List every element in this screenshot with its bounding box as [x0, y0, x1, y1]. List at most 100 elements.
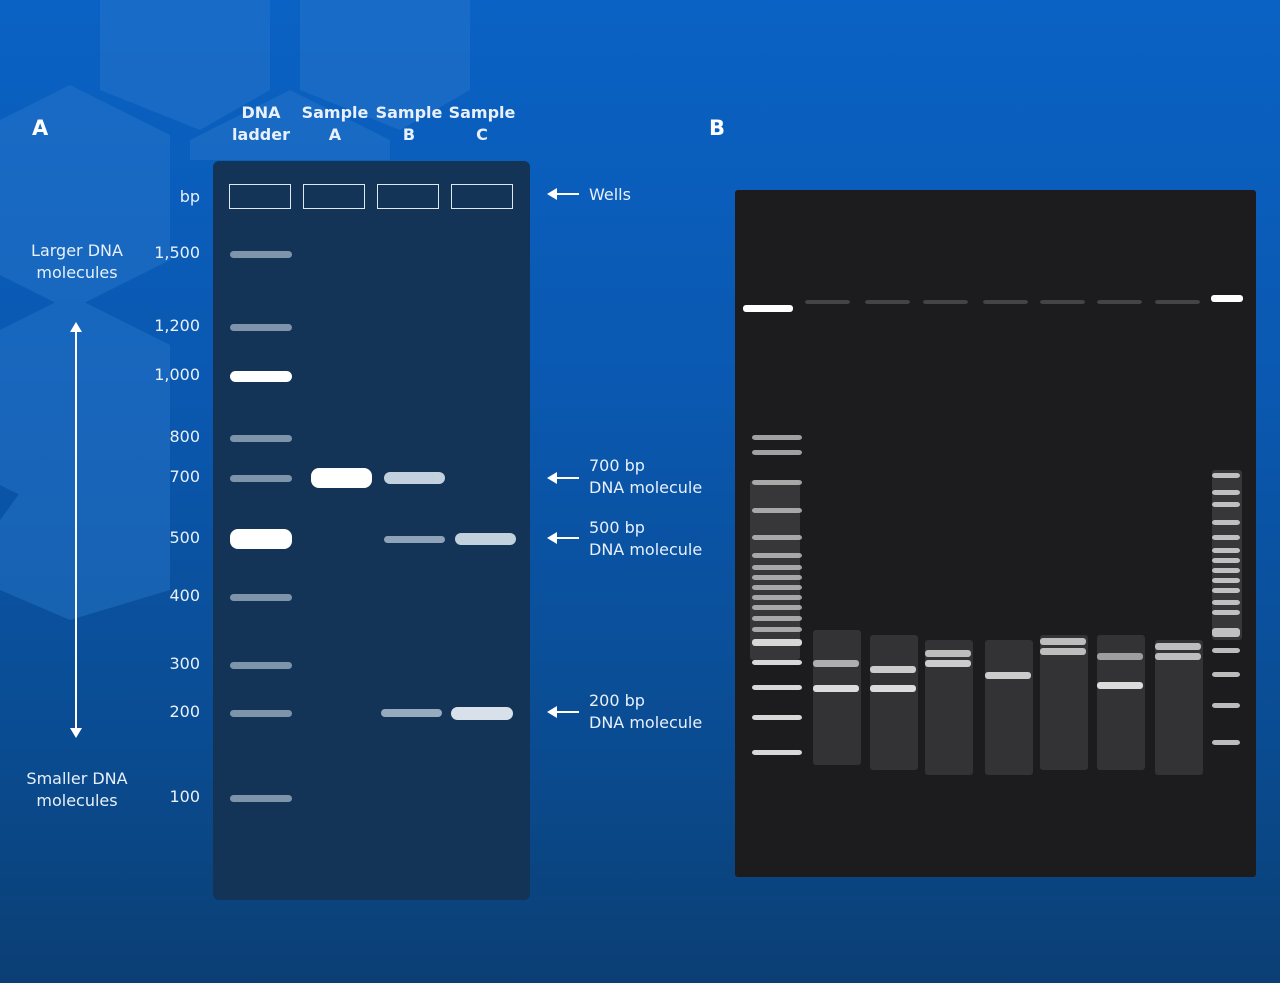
ladder-band	[752, 435, 802, 440]
well-sample-a	[303, 184, 365, 209]
wells-annotation: Wells	[589, 185, 631, 204]
ladder-band	[1212, 672, 1240, 677]
ladder-band	[230, 661, 292, 669]
sample-c-band	[451, 706, 513, 720]
ladder-band	[1212, 535, 1240, 540]
size-label: 400	[169, 586, 200, 605]
gel-well	[743, 305, 793, 312]
sample-band	[813, 685, 859, 692]
ladder-band	[230, 529, 292, 549]
gel-well	[1155, 300, 1200, 304]
size-label: 800	[169, 427, 200, 446]
ladder-band	[230, 434, 292, 442]
ladder-band	[752, 535, 802, 540]
panel-a-label: A	[32, 116, 49, 140]
panel-b-label: B	[709, 116, 726, 140]
ladder-band	[1212, 568, 1240, 573]
arrow-left-icon	[547, 532, 579, 544]
sample-band	[813, 660, 859, 667]
ladder-band	[752, 639, 802, 646]
lane-smear	[870, 635, 918, 770]
ladder-band	[230, 593, 292, 601]
sample-b-band	[384, 535, 445, 543]
sample-c-band	[455, 533, 516, 545]
ladder-band	[230, 323, 292, 331]
ladder-band	[1212, 648, 1240, 653]
gel-well	[805, 300, 850, 304]
ladder-band	[1212, 490, 1240, 495]
sample-band	[1040, 648, 1086, 655]
ladder-band	[1212, 558, 1240, 563]
sample-b-band	[384, 472, 445, 484]
ladder-band	[230, 474, 292, 482]
lane-smear	[925, 640, 973, 775]
ladder-band	[752, 450, 802, 455]
size-label: 1,500	[154, 243, 200, 262]
ladder-band	[1212, 703, 1240, 708]
lane-header-ladder: DNA ladder	[232, 103, 290, 144]
gel-well	[923, 300, 968, 304]
ladder-band	[1212, 628, 1240, 637]
lane-header-sample-a: Sample A	[301, 103, 369, 144]
ladder-band	[752, 508, 802, 513]
arrow-left-icon	[547, 472, 579, 484]
ladder-band	[230, 794, 292, 802]
larger-dna-label: Larger DNA molecules	[31, 241, 123, 282]
well-sample-b	[377, 184, 439, 209]
gel-well	[1211, 295, 1243, 302]
sample-band	[1155, 643, 1201, 650]
size-label: 700	[169, 467, 200, 486]
ladder-band	[1212, 588, 1240, 593]
ladder-band	[752, 660, 802, 665]
ladder-smear	[1212, 470, 1242, 640]
sample-band	[870, 666, 916, 673]
size-label: 100	[169, 787, 200, 806]
gel-well	[983, 300, 1028, 304]
ladder-band	[752, 715, 802, 720]
size-label: 1,200	[154, 316, 200, 335]
sample-band	[1097, 653, 1143, 660]
gel-photograph	[735, 190, 1256, 877]
annotation-700bp: 700 bp DNA molecule	[589, 456, 703, 497]
ladder-band	[752, 575, 802, 580]
ladder-band	[752, 685, 802, 690]
gel-well	[1097, 300, 1142, 304]
ladder-band	[752, 605, 802, 610]
ladder-band	[1212, 740, 1240, 745]
ladder-band	[752, 616, 802, 621]
unit-label: bp	[179, 187, 200, 206]
sample-band	[1040, 638, 1086, 645]
ladder-band	[1212, 610, 1240, 615]
ladder-band	[230, 709, 292, 717]
sample-band	[1155, 653, 1201, 660]
lane-smear	[985, 640, 1033, 775]
ladder-band	[230, 370, 292, 382]
ladder-band	[752, 595, 802, 600]
sample-band	[985, 672, 1031, 679]
ladder-band	[752, 627, 802, 632]
ladder-band	[1212, 473, 1240, 478]
ladder-band	[1212, 502, 1240, 507]
lane-header-sample-c: Sample C	[448, 103, 516, 144]
arrow-left-icon	[547, 188, 579, 200]
ladder-band	[752, 480, 802, 485]
sample-b-band	[381, 709, 442, 717]
ladder-band	[1212, 600, 1240, 605]
well-sample-c	[451, 184, 513, 209]
size-label: 1,000	[154, 365, 200, 384]
gel-well	[1040, 300, 1085, 304]
ladder-band	[1212, 520, 1240, 525]
sample-band	[925, 650, 971, 657]
sample-a-band	[311, 468, 372, 488]
well-ladder	[229, 184, 291, 209]
size-direction-arrow-icon	[70, 322, 82, 738]
ladder-band	[752, 585, 802, 590]
arrow-left-icon	[547, 706, 579, 718]
lane-header-sample-b: Sample B	[375, 103, 443, 144]
ladder-band	[752, 750, 802, 755]
size-label: 300	[169, 654, 200, 673]
sample-band	[870, 685, 916, 692]
ladder-band	[1212, 548, 1240, 553]
annotation-200bp: 200 bp DNA molecule	[589, 691, 703, 732]
